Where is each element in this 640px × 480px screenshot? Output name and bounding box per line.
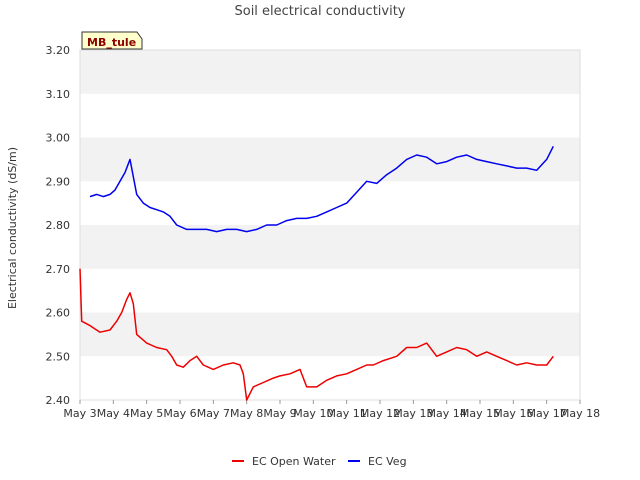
plot-area-frame [79, 49, 581, 401]
series-line-ec-veg [89, 145, 554, 233]
x-tick-label: May 8 [230, 407, 263, 420]
x-tick-label: May 14 [427, 407, 467, 420]
site-badge-label: MB_tule [87, 36, 136, 49]
series-line-ec-open-water [79, 268, 554, 401]
x-tick-label: May 16 [493, 407, 533, 420]
y-tick-label: 3.20 [46, 44, 71, 57]
x-tick-label: May 17 [527, 407, 567, 420]
grid-band [80, 181, 580, 225]
grid-band [80, 225, 580, 269]
x-tick-label: May 10 [293, 407, 333, 420]
x-tick-label: May 12 [360, 407, 400, 420]
grid-band [80, 137, 580, 182]
grid-band [80, 268, 580, 313]
grid-band [80, 50, 580, 94]
legend-label: EC Open Water [252, 455, 336, 468]
y-tick-label: 2.80 [46, 219, 71, 232]
site-badge-shape [81, 31, 143, 50]
grid-band [80, 312, 580, 357]
y-tick-label: 3.00 [46, 132, 71, 145]
x-tick-label: May 18 [560, 407, 600, 420]
legend-label: EC Veg [368, 455, 407, 468]
site-badge: MB_tule [81, 31, 143, 50]
y-tick-label: 2.40 [46, 394, 71, 407]
plot-background-bands [80, 50, 580, 400]
chart-title: Soil electrical conductivity [234, 4, 405, 19]
x-tick-label: May 11 [327, 407, 367, 420]
y-tick-label: 2.70 [46, 263, 71, 276]
y-tick-label: 2.90 [46, 175, 71, 188]
x-tick-label: May 15 [460, 407, 500, 420]
y-axis-label: Electrical conductivity (dS/m) [6, 147, 19, 309]
legend: EC Open Water EC Veg [232, 455, 407, 468]
series-lines [79, 145, 554, 401]
y-tick-label: 3.10 [46, 88, 71, 101]
x-tick-label: May 13 [393, 407, 433, 420]
x-tick-label: May 5 [130, 407, 163, 420]
y-tick-label: 2.60 [46, 307, 71, 320]
x-tick-label: May 3 [63, 407, 96, 420]
y-tick-label: 2.50 [46, 350, 71, 363]
grid-band [80, 93, 580, 138]
x-tick-label: May 9 [263, 407, 296, 420]
x-tick-label: May 4 [97, 407, 130, 420]
y-axis-ticks: 2.40 2.50 2.60 2.70 2.80 2.90 3.00 3.10 3.20 [46, 44, 71, 407]
x-tick-label: May 6 [163, 407, 196, 420]
x-tick-label: May 7 [197, 407, 230, 420]
